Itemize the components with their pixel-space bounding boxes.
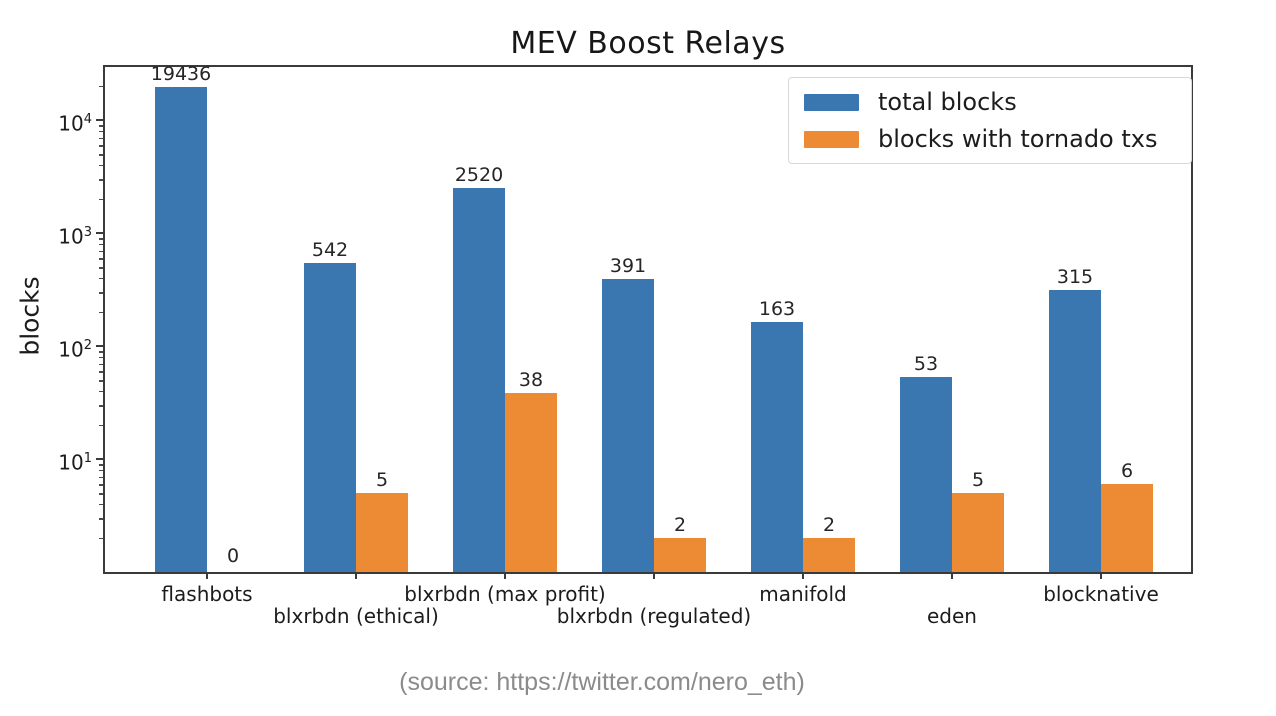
legend-item-tornado-blocks: blocks with tornado txs	[804, 125, 1191, 153]
x-tick-blxrbdn-max-profit	[504, 574, 506, 579]
chart-title: MEV Boost Relays	[510, 26, 786, 61]
y-major-tick-10e3	[96, 232, 103, 234]
value-label-blocks-with-tornado-txs-flashbots: 0	[226, 545, 240, 567]
value-label-blocks-with-tornado-txs-manifold: 2	[822, 513, 836, 536]
value-label-total-blocks-blxrbdn-max-profit: 2520	[454, 163, 504, 186]
y-major-tick-10e2	[96, 345, 103, 347]
legend-item-total-blocks: total blocks	[804, 88, 1191, 116]
y-major-tick-10e1	[96, 458, 103, 460]
y-minor-tick	[99, 243, 103, 246]
y-minor-tick	[99, 503, 103, 506]
y-minor-tick	[99, 277, 103, 280]
x-tick-manifold	[802, 574, 804, 579]
y-tick-label-10e2: 102	[58, 337, 92, 362]
x-tick-label-manifold: manifold	[759, 582, 847, 606]
value-label-total-blocks-flashbots: 19436	[150, 63, 212, 86]
y-minor-tick	[99, 125, 103, 127]
bar-blocks-with-tornado-txs-blocknative	[1101, 484, 1153, 572]
y-minor-tick	[99, 484, 103, 486]
x-tick-label-blxrbdn-max-profit: blxrbdn (max profit)	[404, 582, 606, 606]
bar-blocks-with-tornado-txs-manifold	[803, 537, 855, 572]
x-tick-label-blxrbdn-regulated: blxrbdn (regulated)	[556, 604, 752, 628]
y-minor-tick	[99, 311, 103, 314]
x-tick-label-blocknative: blocknative	[1043, 582, 1159, 606]
value-label-blocks-with-tornado-txs-blxrbdn-regulated: 2	[673, 513, 687, 536]
y-minor-tick	[99, 518, 103, 520]
y-minor-tick	[99, 380, 103, 382]
y-tick-label-10e1: 101	[58, 450, 92, 475]
legend-label-tornado-blocks: blocks with tornado txs	[878, 125, 1158, 153]
y-minor-tick	[99, 405, 103, 407]
legend-swatch-tornado-blocks	[804, 130, 859, 148]
bar-blocks-with-tornado-txs-blxrbdn-ethical	[356, 493, 408, 572]
value-label-total-blocks-eden: 53	[913, 353, 939, 376]
y-minor-tick	[99, 198, 103, 201]
bar-total-blocks-flashbots	[155, 87, 207, 572]
y-minor-tick	[99, 145, 103, 147]
y-minor-tick	[99, 390, 103, 393]
y-tick-label-10e4: 104	[58, 111, 92, 136]
value-label-total-blocks-blxrbdn-ethical: 542	[311, 239, 349, 262]
bar-blocks-with-tornado-txs-blxrbdn-max-profit	[505, 393, 557, 572]
bar-blocks-with-tornado-txs-blxrbdn-regulated	[654, 537, 706, 572]
value-label-total-blocks-blocknative: 315	[1056, 265, 1094, 288]
bar-total-blocks-blxrbdn-max-profit	[453, 187, 505, 572]
y-minor-tick	[99, 464, 103, 466]
y-minor-tick	[99, 137, 103, 139]
y-minor-tick	[99, 469, 103, 472]
x-tick-eden	[951, 574, 953, 579]
y-tick-label-10e3: 103	[58, 224, 92, 249]
x-tick-label-blxrbdn-ethical: blxrbdn (ethical)	[273, 604, 439, 628]
bar-total-blocks-manifold	[751, 322, 803, 572]
value-label-blocks-with-tornado-txs-blxrbdn-ethical: 5	[375, 469, 389, 492]
y-minor-tick	[99, 356, 103, 359]
y-minor-tick	[99, 493, 103, 495]
legend: total blocks blocks with tornado txs	[788, 77, 1192, 164]
x-tick-blxrbdn-regulated	[653, 574, 655, 579]
y-minor-tick	[99, 292, 103, 294]
bar-blocks-with-tornado-txs-eden	[952, 493, 1004, 572]
y-minor-tick	[99, 238, 103, 240]
x-tick-flashbots	[206, 574, 208, 579]
value-label-blocks-with-tornado-txs-blocknative: 6	[1120, 460, 1134, 483]
bar-total-blocks-blxrbdn-ethical	[304, 263, 356, 572]
y-minor-tick	[99, 250, 103, 252]
y-minor-tick	[99, 85, 103, 88]
source-caption: (source: https://twitter.com/nero_eth)	[399, 668, 805, 696]
value-label-blocks-with-tornado-txs-blxrbdn-max-profit: 38	[518, 369, 544, 392]
y-minor-tick	[99, 164, 103, 167]
y-minor-tick	[99, 537, 103, 540]
y-minor-tick	[99, 130, 103, 133]
x-tick-blxrbdn-ethical	[355, 574, 357, 579]
bar-total-blocks-eden	[900, 377, 952, 572]
value-label-total-blocks-blxrbdn-regulated: 391	[609, 255, 647, 278]
legend-swatch-total-blocks	[804, 93, 859, 111]
x-tick-label-eden: eden	[927, 604, 977, 628]
legend-label-total-blocks: total blocks	[878, 88, 1017, 116]
y-minor-tick	[99, 179, 103, 181]
y-minor-tick	[99, 371, 103, 373]
y-minor-tick	[99, 476, 103, 478]
x-tick-blocknative	[1100, 574, 1102, 579]
value-label-total-blocks-manifold: 163	[758, 298, 796, 321]
bar-total-blocks-blxrbdn-regulated	[602, 279, 654, 572]
bar-total-blocks-blocknative	[1049, 289, 1101, 572]
y-minor-tick	[99, 154, 103, 156]
y-minor-tick	[99, 267, 103, 269]
y-minor-tick	[99, 258, 103, 260]
value-label-blocks-with-tornado-txs-eden: 5	[971, 469, 985, 492]
plot-area	[103, 65, 1193, 574]
y-minor-tick	[99, 424, 103, 427]
y-minor-tick	[99, 363, 103, 365]
x-tick-label-flashbots: flashbots	[161, 582, 253, 606]
y-major-tick-10e4	[96, 119, 103, 121]
y-minor-tick	[99, 351, 103, 353]
